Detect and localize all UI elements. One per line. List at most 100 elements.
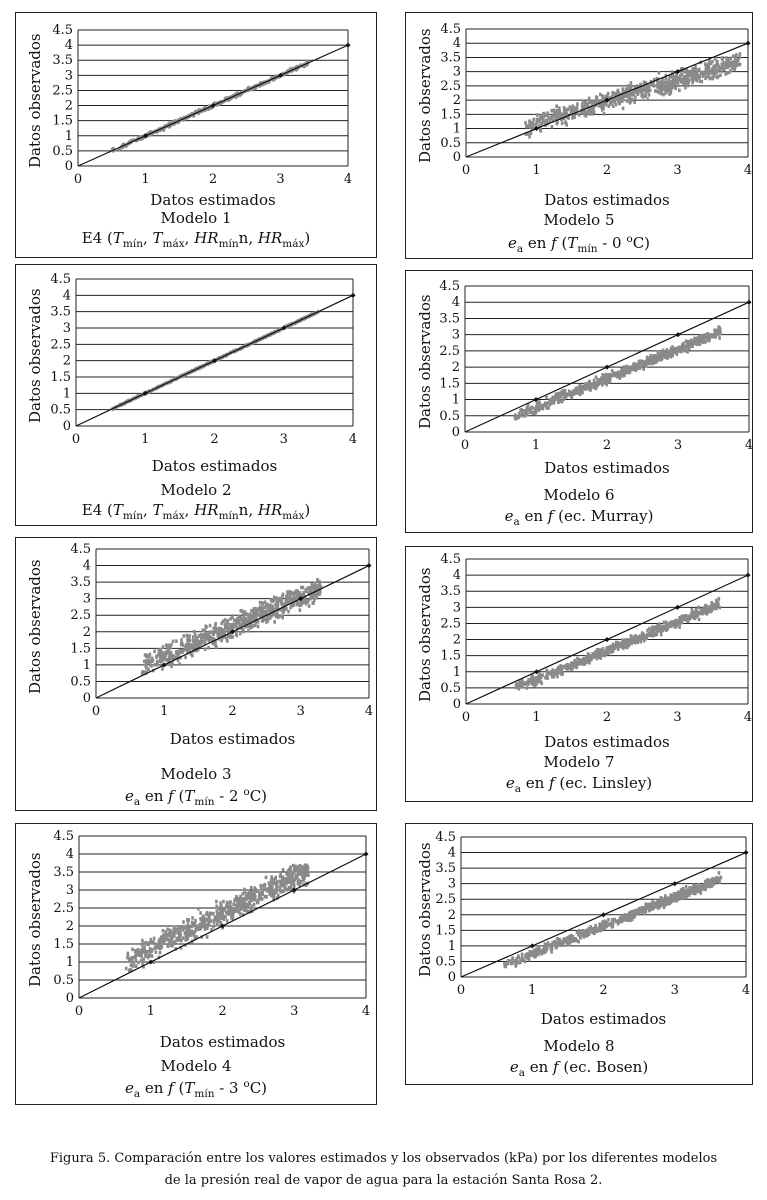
data-point <box>178 937 182 942</box>
data-point <box>538 404 541 408</box>
data-point <box>572 115 576 119</box>
data-point <box>718 880 721 884</box>
data-point <box>292 883 296 887</box>
data-point <box>665 897 669 901</box>
data-point <box>662 620 666 625</box>
data-point <box>628 84 632 89</box>
data-point <box>589 925 593 929</box>
data-point <box>193 639 197 644</box>
data-point <box>617 643 620 648</box>
data-point <box>538 672 541 677</box>
data-point <box>701 70 705 75</box>
data-point <box>520 411 524 416</box>
y-tick-label: 3.5 <box>70 575 91 590</box>
data-point <box>665 622 668 626</box>
data-point <box>698 67 701 72</box>
data-point <box>695 336 699 341</box>
data-point <box>607 917 610 922</box>
data-point <box>697 887 701 891</box>
data-point <box>269 598 273 603</box>
data-point <box>316 577 319 582</box>
data-point <box>692 616 696 620</box>
reference-marker <box>529 943 535 949</box>
data-point <box>548 671 551 676</box>
data-point <box>166 927 169 932</box>
data-point <box>141 946 145 950</box>
data-point <box>575 106 579 110</box>
data-point <box>552 400 556 405</box>
data-point <box>288 880 292 884</box>
data-point <box>208 630 212 635</box>
data-point <box>665 348 669 352</box>
data-point <box>570 390 573 395</box>
data-point <box>229 900 232 904</box>
data-point <box>303 873 307 878</box>
data-point <box>669 898 672 902</box>
data-point <box>168 928 172 933</box>
data-point <box>189 650 193 655</box>
data-point <box>656 350 660 355</box>
data-point <box>568 940 572 945</box>
data-point <box>690 607 694 612</box>
scatter-points <box>140 577 323 676</box>
data-point <box>529 406 533 411</box>
data-point <box>164 933 167 937</box>
y-tick-label: 0.5 <box>70 674 91 689</box>
data-point <box>514 962 518 966</box>
data-point <box>643 912 646 916</box>
data-point <box>680 67 683 71</box>
data-point <box>615 642 618 647</box>
data-point <box>531 682 534 686</box>
data-point <box>207 638 211 643</box>
data-point <box>732 60 735 65</box>
data-point <box>659 900 663 904</box>
data-point <box>559 667 563 671</box>
data-point <box>532 117 535 122</box>
data-point <box>560 672 563 677</box>
data-point <box>261 619 265 623</box>
data-point <box>687 79 691 83</box>
data-point <box>659 358 663 362</box>
description-part: máx <box>162 238 185 250</box>
data-point <box>285 599 288 603</box>
data-point <box>191 646 194 651</box>
description-part: n, <box>238 229 258 247</box>
data-point <box>702 887 705 891</box>
y-tick-label: 1.5 <box>440 649 461 664</box>
data-point <box>603 379 607 384</box>
data-point <box>662 627 666 631</box>
data-point <box>660 351 664 356</box>
data-point <box>535 120 539 124</box>
data-point <box>229 635 232 639</box>
data-point <box>654 357 658 362</box>
data-point <box>732 64 736 68</box>
data-point <box>556 120 559 125</box>
data-point <box>664 898 667 903</box>
data-point <box>281 594 284 599</box>
data-point <box>625 99 629 103</box>
data-point <box>126 954 130 958</box>
data-point <box>247 629 250 633</box>
data-point <box>186 919 190 924</box>
data-point <box>709 61 712 66</box>
data-point <box>270 885 274 890</box>
data-point <box>727 65 730 69</box>
data-point <box>575 930 579 934</box>
data-point <box>187 635 190 640</box>
data-point <box>646 85 650 90</box>
description-part: T <box>184 787 195 805</box>
data-point <box>708 881 712 886</box>
data-point <box>550 950 553 954</box>
data-point <box>523 682 527 686</box>
data-point <box>532 123 535 128</box>
data-point <box>555 104 558 109</box>
data-point <box>690 611 694 616</box>
data-point <box>651 625 654 630</box>
description-part: - 2 <box>214 787 244 805</box>
data-point <box>243 890 247 894</box>
data-point <box>623 638 627 642</box>
y-tick-label: 0.5 <box>439 409 460 424</box>
data-point <box>260 886 263 891</box>
data-point <box>596 928 600 933</box>
chart-description: E4 (Tmín, Tmáx, HRmínn, HRmáx) <box>16 501 376 522</box>
